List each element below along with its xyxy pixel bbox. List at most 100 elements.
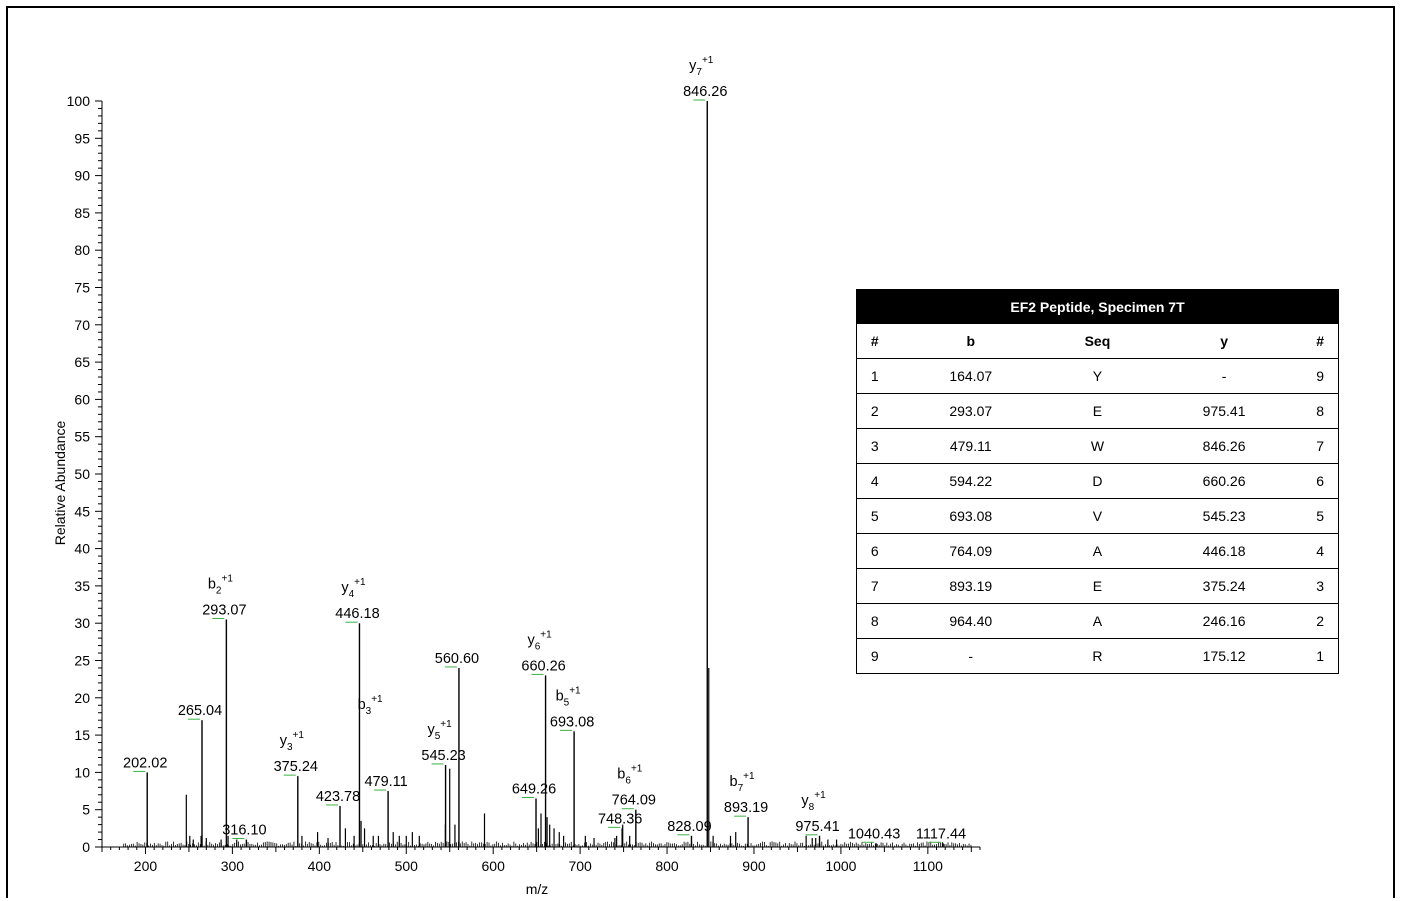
ion-annotation: y5+1 [427, 719, 452, 742]
table-row: 4 594.22 D 660.26 6 [856, 463, 1339, 499]
y-tick-label: 55 [74, 429, 90, 445]
table-cell: 164.07 [892, 358, 1050, 394]
table-row: 5 693.08 V 545.23 5 [856, 498, 1339, 534]
peak-mz-label: 375.24 [274, 759, 318, 775]
table-cell: 693.08 [892, 498, 1050, 534]
x-tick-label: 800 [655, 858, 679, 874]
table-cell: V [1049, 498, 1146, 534]
peak-mz-label: 693.08 [550, 714, 594, 730]
peak-mz-label: 545.23 [421, 748, 465, 764]
table-cell: 893.19 [892, 568, 1050, 604]
x-tick-label: 1100 [913, 858, 943, 874]
y-tick-label: 20 [74, 690, 90, 706]
table-cell: R [1092, 648, 1103, 664]
table-header-row: # b Seq y # [856, 324, 1339, 359]
x-tick-label: 900 [742, 858, 766, 874]
y-tick-label: 65 [74, 354, 90, 370]
table-cell: - [968, 648, 974, 664]
table-cell: Y [1049, 358, 1146, 394]
table-cell: 1 [1316, 648, 1325, 664]
table-cell: 375.24 [1145, 568, 1303, 604]
table-cell: W [1049, 428, 1146, 464]
noise-peaks [123, 841, 972, 847]
table-cell: 9 [1302, 358, 1339, 394]
y-tick-label: 5 [82, 802, 90, 818]
x-tick-label: 600 [482, 858, 506, 874]
table-cell: 3 [856, 428, 893, 464]
table-cell: 2 [856, 393, 893, 429]
table-cell: 8 [1302, 393, 1339, 429]
y-tick-label: 80 [74, 242, 90, 258]
table-cell: 4 [856, 463, 893, 499]
fragment-ion-table: EF2 Peptide, Specimen 7T # b Seq y # 1 164.07… [856, 289, 1339, 674]
peak-mz-label: 660.26 [521, 658, 565, 674]
peak-mz-label: 316.10 [222, 823, 266, 839]
table-row: 6 764.09 A 446.18 4 [856, 533, 1339, 569]
table-title: EF2 Peptide, Specimen 7T [856, 289, 1339, 324]
table-cell: 5 [1302, 498, 1339, 534]
table-cell: 7 [1302, 428, 1339, 464]
peak-mz-label: 293.07 [202, 602, 246, 618]
table-cell: 7 [856, 568, 893, 604]
table-cell: 6 [1302, 463, 1339, 499]
peak-mz-label: 649.26 [512, 782, 556, 798]
table-cell: 846.26 [1145, 428, 1303, 464]
table-cell: A [1049, 603, 1146, 639]
table-cell: 6 [856, 533, 893, 569]
y-tick-label: 70 [74, 317, 90, 333]
y-tick-label: 50 [74, 466, 90, 482]
peak-mz-label: 764.09 [612, 793, 656, 809]
table-cell: 4 [1302, 533, 1339, 569]
x-tick-label: 700 [568, 858, 592, 874]
y-tick-label: 15 [74, 727, 90, 743]
y-tick-label: 0 [82, 839, 90, 855]
ion-annotation: y4+1 [341, 577, 366, 600]
table-row: 1 164.07 Y -9 [856, 358, 1339, 394]
peak-mz-label: 560.60 [435, 651, 479, 667]
y-tick-label: 40 [74, 541, 90, 557]
table-row: 7 893.19 E 375.24 3 [856, 568, 1339, 604]
ion-annotation: y6+1 [527, 629, 552, 652]
y-tick-label: 25 [74, 653, 90, 669]
peak-labels: 202.02265.04b2+1293.07316.10y3+1375.2442… [123, 55, 966, 843]
ion-annotation: b2+1 [208, 573, 233, 596]
ion-annotation: b5+1 [556, 685, 581, 708]
table-body: 1 164.07 Y -9 2 293.07 E 975.41 8 3 479.11 W 846.26 7… [856, 358, 1339, 674]
table-cell: 293.07 [892, 393, 1050, 429]
table-cell: 660.26 [1145, 463, 1303, 499]
table-header-cell: Seq [1049, 324, 1146, 359]
table-cell: 446.18 [1145, 533, 1303, 569]
y-tick-label: 35 [74, 578, 90, 594]
table-cell: 764.09 [892, 533, 1050, 569]
y-tick-label: 85 [74, 205, 90, 221]
table-cell: 9 [870, 648, 879, 664]
table-row: 2 293.07 E 975.41 8 [856, 393, 1339, 429]
table-cell: 479.11 [892, 428, 1050, 464]
y-tick-label: 60 [74, 391, 90, 407]
peak-mz-label: 446.18 [335, 606, 379, 622]
table-cell: 8 [856, 603, 893, 639]
table-cell: 1 [856, 358, 893, 394]
y-tick-label: 30 [74, 615, 90, 631]
table-cell: E [1049, 568, 1146, 604]
ion-annotation: y3+1 [280, 730, 305, 753]
x-tick-label: 500 [395, 858, 419, 874]
x-tick-label: 300 [221, 858, 245, 874]
peak-mz-label: 893.19 [724, 800, 768, 816]
table-cell: 545.23 [1145, 498, 1303, 534]
table-cell: A [1049, 533, 1146, 569]
peak-mz-label: 1117.44 [916, 826, 966, 842]
peak-mz-label: 1040.43 [848, 826, 900, 842]
table-cell: 175.12 [1202, 648, 1246, 664]
y-axis-label: Relative Abundance [52, 421, 68, 546]
table-cell: 964.40 [892, 603, 1050, 639]
ion-annotation: b7+1 [730, 771, 755, 794]
table-cell: 3 [1302, 568, 1339, 604]
table-row: 9 - R 175.12 1 [857, 639, 1339, 674]
table-row: 8 964.40 A 246.16 2 [856, 603, 1339, 639]
chart-axes: 0510152025303540455055606570758085909510… [67, 93, 981, 874]
y-tick-label: 45 [74, 503, 90, 519]
x-axis-label: m/z [526, 881, 549, 897]
y-tick-label: 95 [74, 130, 90, 146]
